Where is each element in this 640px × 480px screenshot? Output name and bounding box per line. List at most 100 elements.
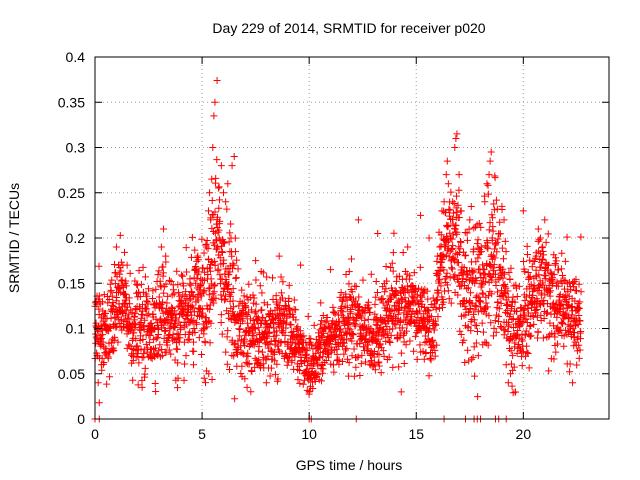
- data-point: [465, 357, 473, 365]
- data-point: [141, 316, 149, 324]
- data-point: [524, 268, 532, 276]
- data-point: [554, 266, 562, 274]
- data-point: [524, 309, 532, 317]
- data-point: [337, 325, 345, 333]
- data-point: [575, 280, 583, 288]
- data-point: [372, 293, 380, 301]
- data-point: [558, 265, 566, 273]
- data-point: [512, 388, 520, 396]
- data-point: [491, 270, 499, 278]
- data-point: [416, 263, 424, 271]
- data-point: [206, 305, 214, 313]
- data-point: [485, 226, 493, 234]
- data-point: [147, 320, 155, 328]
- data-point: [187, 281, 195, 289]
- data-point: [464, 284, 472, 292]
- data-point: [162, 252, 170, 260]
- data-point: [570, 334, 578, 342]
- data-point: [474, 236, 482, 244]
- data-point: [206, 339, 214, 347]
- data-point: [245, 360, 253, 368]
- data-point: [95, 262, 103, 270]
- data-point: [392, 287, 400, 295]
- data-point: [257, 320, 265, 328]
- data-point: [113, 322, 121, 330]
- data-point: [290, 296, 298, 304]
- data-point: [160, 225, 168, 233]
- data-point: [283, 361, 291, 369]
- data-point: [568, 302, 576, 310]
- data-point: [553, 278, 561, 286]
- data-point: [500, 255, 508, 263]
- data-point: [532, 266, 540, 274]
- data-point: [316, 349, 324, 357]
- data-point: [433, 272, 441, 280]
- data-point: [521, 268, 529, 276]
- data-point: [124, 314, 132, 322]
- data-point: [511, 298, 519, 306]
- data-point: [352, 363, 360, 371]
- data-point: [394, 310, 402, 318]
- data-point: [524, 251, 532, 259]
- data-point: [129, 376, 137, 384]
- data-point: [494, 298, 502, 306]
- data-point: [449, 242, 457, 250]
- data-point: [490, 261, 498, 269]
- data-point: [338, 342, 346, 350]
- data-point: [446, 229, 454, 237]
- data-point: [282, 324, 290, 332]
- y-tick-labels: 0 0.05 0.1 0.15 0.2 0.25 0.3 0.35 0.4: [58, 49, 85, 427]
- data-point: [274, 375, 282, 383]
- data-point: [132, 353, 140, 361]
- data-point: [525, 274, 533, 282]
- data-point: [264, 352, 272, 360]
- data-point: [371, 360, 379, 368]
- data-point: [404, 243, 412, 251]
- data-point: [177, 271, 185, 279]
- data-point: [450, 274, 458, 282]
- data-point: [532, 306, 540, 314]
- data-point: [343, 344, 351, 352]
- data-point: [432, 305, 440, 313]
- data-point: [472, 258, 480, 266]
- data-point: [468, 300, 476, 308]
- data-point: [168, 311, 176, 319]
- data-point: [453, 208, 461, 216]
- data-point: [445, 295, 453, 303]
- data-point: [454, 291, 462, 299]
- data-point: [501, 270, 509, 278]
- data-point: [219, 238, 227, 246]
- data-point: [131, 313, 139, 321]
- data-point: [360, 343, 368, 351]
- data-point: [523, 318, 531, 326]
- data-point: [465, 225, 473, 233]
- data-point: [359, 276, 367, 284]
- data-point: [99, 331, 107, 339]
- data-point: [576, 317, 584, 325]
- data-point: [180, 338, 188, 346]
- y-tick-label: 0.25: [58, 185, 85, 201]
- data-point: [444, 180, 452, 188]
- data-point: [189, 293, 197, 301]
- data-point: [470, 224, 478, 232]
- data-point: [567, 286, 575, 294]
- data-point: [398, 324, 406, 332]
- data-point: [493, 288, 501, 296]
- data-point: [424, 295, 432, 303]
- data-point: [230, 341, 238, 349]
- data-point: [305, 388, 313, 396]
- data-point: [211, 281, 219, 289]
- data-point: [444, 222, 452, 230]
- data-point: [311, 378, 319, 386]
- data-point: [437, 282, 445, 290]
- data-point: [191, 328, 199, 336]
- data-point: [507, 347, 515, 355]
- data-point: [561, 310, 569, 318]
- data-point: [200, 330, 208, 338]
- data-point: [223, 205, 231, 213]
- data-point: [108, 276, 116, 284]
- data-point: [534, 328, 542, 336]
- data-point: [523, 242, 531, 250]
- data-point: [473, 277, 481, 285]
